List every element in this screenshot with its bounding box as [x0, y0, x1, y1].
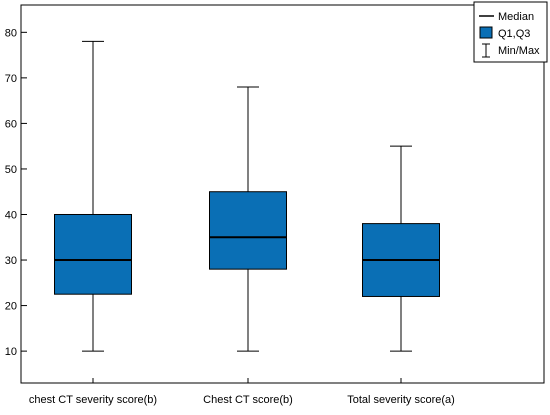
legend-box-swatch [479, 26, 493, 39]
legend-whisker-label: Min/Max [498, 45, 540, 57]
x-tick-label: chest CT severity score(b) [29, 394, 157, 406]
legend-box-label: Q1,Q3 [498, 28, 530, 40]
plot-frame [20, 4, 545, 384]
x-tick-label: Total severity score(a) [347, 394, 455, 406]
y-tick-label: 10 [5, 346, 17, 358]
legend-median-label: Median [498, 11, 534, 23]
y-tick-label: 50 [5, 164, 17, 176]
iqr-box [209, 191, 287, 270]
y-tick-label: 40 [5, 209, 17, 221]
y-tick-label: 70 [5, 73, 17, 85]
y-tick-label: 80 [5, 27, 17, 39]
y-tick-label: 60 [5, 118, 17, 130]
x-tick-label: Chest CT score(b) [203, 394, 293, 406]
y-tick-label: 30 [5, 255, 17, 267]
iqr-box [54, 213, 132, 295]
y-tick-label: 20 [5, 301, 17, 313]
